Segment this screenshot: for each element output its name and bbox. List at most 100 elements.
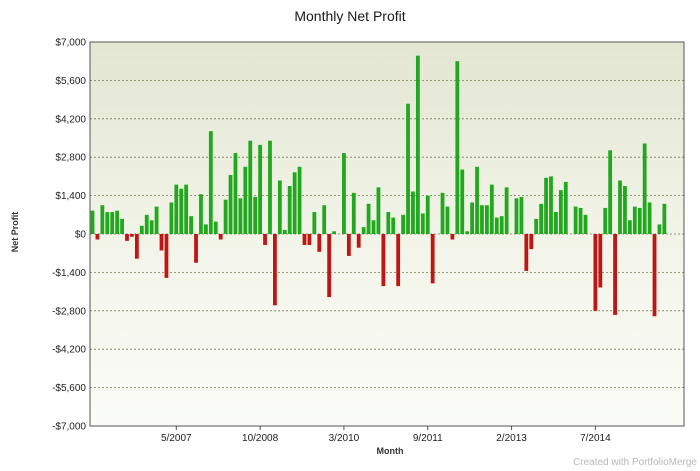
- y-tick-label: $1,400: [55, 191, 86, 202]
- bar: [514, 198, 519, 234]
- bar: [366, 203, 371, 234]
- bar: [460, 169, 465, 234]
- bar: [322, 205, 327, 234]
- bar: [593, 234, 598, 311]
- bar: [130, 234, 134, 237]
- bar: [450, 234, 455, 240]
- bar: [110, 212, 115, 234]
- bar: [203, 224, 208, 234]
- bar: [307, 234, 312, 245]
- bar: [613, 234, 617, 315]
- bar: [420, 213, 425, 234]
- bar: [475, 166, 479, 234]
- bar: [346, 234, 351, 256]
- y-tick-label: -$5,600: [52, 383, 86, 394]
- bar: [455, 61, 460, 235]
- bar: [657, 224, 662, 234]
- bar: [194, 234, 198, 263]
- x-tick-label: 9/2011: [413, 433, 443, 444]
- x-tick-label: 3/2010: [329, 433, 360, 444]
- bar: [105, 212, 110, 234]
- bar: [356, 234, 361, 248]
- bar: [115, 210, 120, 234]
- bar: [544, 177, 548, 234]
- bar: [504, 187, 509, 234]
- bar: [213, 221, 218, 234]
- bar: [263, 234, 267, 245]
- bar: [415, 55, 420, 235]
- bar: [282, 229, 287, 234]
- bar: [637, 207, 642, 234]
- bar: [647, 202, 652, 234]
- bar: [253, 196, 258, 234]
- bar: [371, 220, 376, 234]
- y-tick-label: -$7,000: [52, 422, 86, 433]
- bar: [302, 234, 307, 245]
- bar: [608, 150, 613, 234]
- bar: [189, 216, 193, 234]
- bar: [199, 194, 203, 234]
- bar: [243, 166, 248, 234]
- bar: [539, 203, 544, 234]
- bar: [144, 214, 149, 234]
- bar: [184, 184, 189, 234]
- bar: [238, 198, 243, 234]
- bar: [376, 187, 381, 234]
- bar: [139, 225, 144, 234]
- bar: [287, 186, 292, 234]
- bar: [361, 227, 366, 234]
- bar: [396, 234, 401, 287]
- bar: [154, 206, 159, 234]
- x-tick-labels: 5/2007 10/2008 3/2010 9/2011 2/2013 7/2014: [161, 426, 611, 444]
- bar: [391, 217, 396, 234]
- bar: [524, 234, 529, 272]
- y-tick-label: -$4,200: [52, 345, 86, 356]
- y-tick-label: -$2,800: [52, 306, 86, 317]
- bar: [228, 175, 233, 234]
- bar: [425, 195, 430, 234]
- bar: [100, 205, 105, 234]
- y-tick-labels: $7,000 $5,600 $4,200 $2,800 $1,400 $0 -$1,400 -…: [52, 38, 86, 433]
- bar: [351, 192, 356, 234]
- y-tick-label: $7,000: [55, 38, 86, 49]
- bar: [583, 214, 588, 234]
- bar: [381, 234, 386, 287]
- bars: [90, 55, 667, 317]
- bar: [554, 212, 558, 234]
- bar: [223, 199, 228, 234]
- bar: [445, 206, 450, 234]
- bar: [317, 234, 322, 252]
- bar: [618, 180, 622, 234]
- x-axis-label: Month: [376, 446, 404, 456]
- bar: [470, 202, 475, 234]
- x-tick-label: 2/2013: [496, 433, 527, 444]
- chart-title: Monthly Net Profit: [294, 8, 406, 24]
- bar: [218, 234, 223, 240]
- bar: [489, 184, 494, 234]
- bar: [95, 234, 100, 240]
- y-tick-label: -$1,400: [52, 268, 86, 279]
- bar: [401, 214, 405, 234]
- bar: [494, 217, 499, 234]
- bar: [534, 218, 539, 234]
- bar: [519, 196, 524, 234]
- bar: [386, 212, 391, 234]
- bar: [258, 144, 263, 234]
- bar: [90, 210, 95, 234]
- bar: [430, 234, 435, 284]
- x-tick-label: 5/2007: [161, 433, 192, 444]
- y-tick-label: $5,600: [55, 76, 86, 87]
- bar: [164, 234, 169, 278]
- bar: [159, 234, 164, 251]
- bar: [549, 176, 553, 234]
- x-tick-label: 10/2008: [242, 433, 279, 444]
- bar: [563, 181, 568, 234]
- bar: [632, 206, 637, 234]
- watermark: Created with PortfolioMerge: [573, 457, 697, 468]
- bar: [179, 188, 184, 234]
- bar: [558, 190, 563, 234]
- y-tick-label: $4,200: [55, 114, 86, 125]
- bar: [332, 231, 336, 234]
- bar: [480, 205, 484, 234]
- bar: [233, 153, 238, 234]
